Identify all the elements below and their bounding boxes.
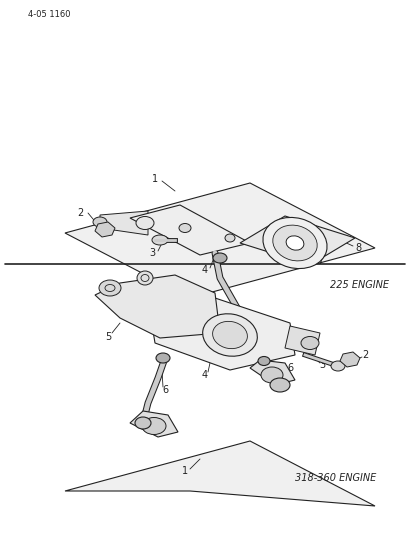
Text: 8: 8	[354, 243, 360, 253]
Ellipse shape	[330, 361, 344, 371]
Ellipse shape	[225, 234, 234, 242]
Ellipse shape	[285, 236, 303, 250]
Text: 225 ENGINE: 225 ENGINE	[329, 280, 388, 290]
Polygon shape	[100, 211, 148, 235]
Polygon shape	[95, 275, 220, 338]
Ellipse shape	[262, 217, 326, 269]
Ellipse shape	[213, 253, 227, 263]
Polygon shape	[239, 216, 354, 265]
Polygon shape	[65, 441, 374, 506]
Ellipse shape	[155, 353, 170, 363]
Polygon shape	[284, 326, 319, 355]
Text: 3: 3	[318, 360, 324, 370]
Polygon shape	[95, 222, 115, 237]
Text: 1: 1	[182, 466, 188, 476]
Ellipse shape	[212, 321, 247, 349]
Polygon shape	[339, 352, 359, 367]
Ellipse shape	[93, 217, 107, 227]
Ellipse shape	[152, 235, 168, 245]
Polygon shape	[130, 411, 178, 437]
Text: 6: 6	[286, 363, 292, 373]
Ellipse shape	[257, 357, 270, 366]
Polygon shape	[65, 183, 374, 298]
Text: 2: 2	[77, 208, 83, 218]
Polygon shape	[249, 360, 294, 385]
Ellipse shape	[272, 225, 317, 261]
Ellipse shape	[261, 367, 282, 383]
Text: 6: 6	[162, 385, 168, 395]
Text: 7: 7	[316, 256, 322, 266]
Ellipse shape	[136, 216, 154, 230]
Text: 2: 2	[361, 350, 367, 360]
Ellipse shape	[135, 417, 151, 429]
Text: 5: 5	[105, 332, 111, 342]
Text: 8: 8	[115, 305, 121, 315]
Ellipse shape	[137, 271, 153, 285]
Text: 318-360 ENGINE: 318-360 ENGINE	[294, 473, 375, 483]
Text: 5: 5	[231, 333, 238, 343]
Ellipse shape	[142, 417, 166, 434]
Ellipse shape	[270, 378, 289, 392]
Ellipse shape	[99, 280, 121, 296]
Text: 4-05 1160: 4-05 1160	[28, 10, 70, 19]
Polygon shape	[130, 205, 249, 255]
Polygon shape	[150, 298, 294, 370]
Text: 4: 4	[202, 265, 207, 275]
Ellipse shape	[179, 223, 191, 232]
Ellipse shape	[202, 314, 257, 356]
Text: 1: 1	[152, 174, 158, 184]
Text: 3: 3	[148, 248, 155, 258]
Ellipse shape	[300, 336, 318, 350]
Text: 4: 4	[202, 370, 207, 380]
